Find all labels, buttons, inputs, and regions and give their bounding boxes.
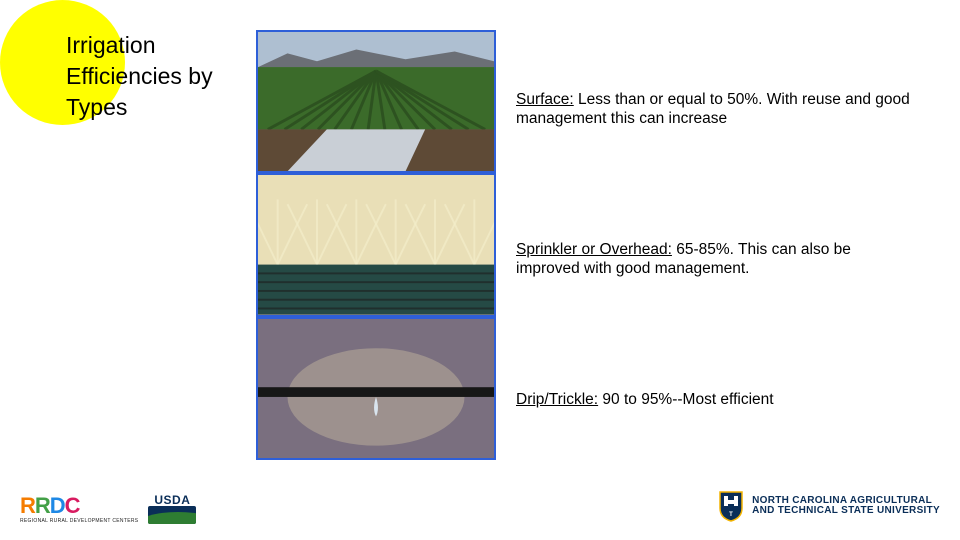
drip-irrigation-illustration bbox=[258, 319, 494, 458]
page-title: Irrigation Efficiencies by Types bbox=[66, 30, 226, 123]
image-column bbox=[256, 30, 496, 460]
desc-sprinkler: Sprinkler or Overhead: 65-85%. This can … bbox=[516, 240, 916, 279]
ncat-shield-icon: T bbox=[718, 490, 744, 522]
usda-text: USDA bbox=[154, 494, 190, 506]
ncat-text: NORTH CAROLINA AGRICULTURAL AND TECHNICA… bbox=[752, 496, 940, 517]
usda-swoosh-icon bbox=[148, 506, 196, 524]
surface-irrigation-illustration bbox=[258, 32, 494, 171]
desc-drip-body: 90 to 95%--Most efficient bbox=[598, 391, 773, 408]
slide: Irrigation Efficiencies by Types bbox=[0, 0, 960, 540]
image-surface bbox=[256, 30, 496, 173]
sprinkler-irrigation-illustration bbox=[258, 175, 494, 314]
footer-right: T NORTH CAROLINA AGRICULTURAL AND TECHNI… bbox=[718, 490, 940, 522]
desc-drip-lead: Drip/Trickle: bbox=[516, 391, 598, 408]
desc-surface-body: Less than or equal to 50%. With reuse an… bbox=[516, 91, 910, 127]
desc-sprinkler-lead: Sprinkler or Overhead: bbox=[516, 241, 672, 258]
desc-drip: Drip/Trickle: 90 to 95%--Most efficient bbox=[516, 390, 916, 409]
rrdc-subtitle: REGIONAL RURAL DEVELOPMENT CENTERS bbox=[20, 518, 138, 524]
desc-surface: Surface: Less than or equal to 50%. With… bbox=[516, 90, 916, 129]
svg-text:T: T bbox=[729, 512, 733, 518]
ncat-line2: AND TECHNICAL STATE UNIVERSITY bbox=[752, 506, 940, 517]
footer-left: RRDC REGIONAL RURAL DEVELOPMENT CENTERS … bbox=[20, 494, 196, 524]
image-sprinkler bbox=[256, 173, 496, 316]
desc-surface-lead: Surface: bbox=[516, 91, 574, 108]
image-drip bbox=[256, 317, 496, 460]
rrdc-logo: RRDC REGIONAL RURAL DEVELOPMENT CENTERS bbox=[20, 495, 138, 524]
rrdc-letters: RRDC bbox=[20, 495, 80, 517]
usda-logo: USDA bbox=[148, 494, 196, 524]
